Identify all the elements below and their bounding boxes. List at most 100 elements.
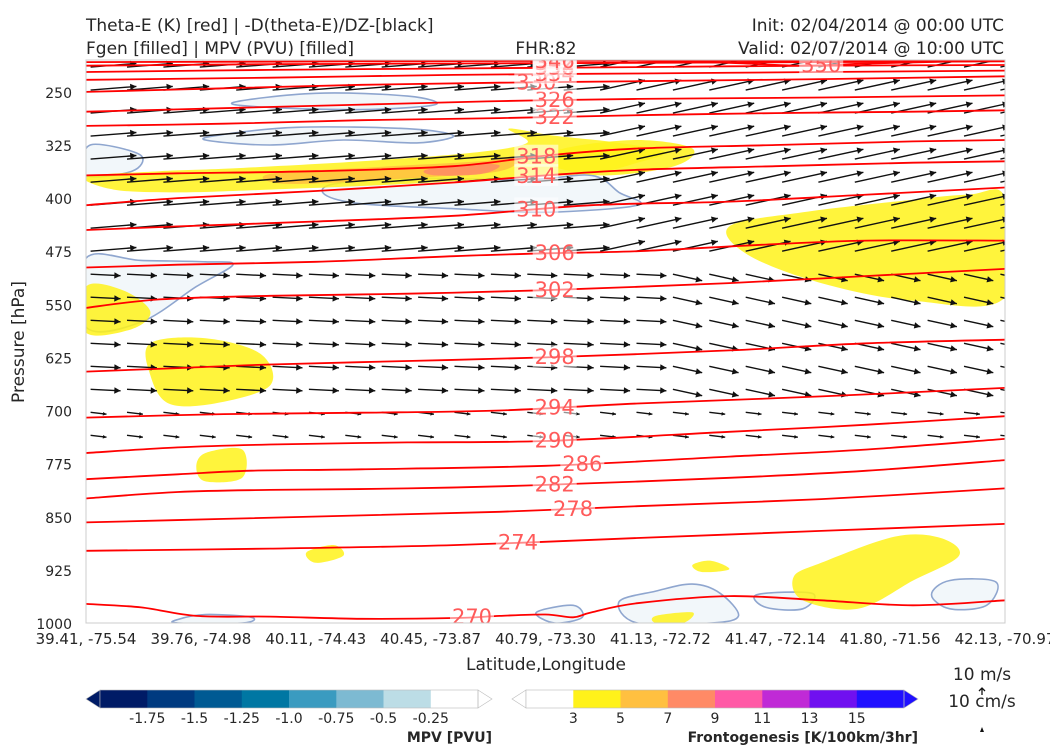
mpv-region bbox=[535, 604, 584, 623]
contour-label-bg bbox=[514, 197, 559, 220]
colorbar-tick-label: 11 bbox=[753, 711, 771, 727]
wind-vector bbox=[672, 434, 689, 439]
wind-vector bbox=[818, 170, 864, 183]
wind-vector bbox=[90, 295, 121, 302]
contour-label: 270 bbox=[452, 605, 492, 629]
wind-vector bbox=[308, 152, 355, 160]
x-tick-label: 41.13, -72.72 bbox=[610, 630, 711, 648]
wind-vector bbox=[308, 221, 355, 229]
colorbar-swatch bbox=[430, 690, 479, 708]
wind-vector bbox=[709, 170, 755, 183]
wind-vector bbox=[345, 434, 362, 439]
wind-vector bbox=[454, 411, 471, 416]
contour-label: 310 bbox=[516, 197, 556, 221]
wind-vector bbox=[854, 434, 871, 439]
wind-vector bbox=[927, 273, 958, 283]
wind-vector bbox=[345, 221, 392, 229]
colorbar-tick-label: 3 bbox=[569, 711, 578, 727]
contour-label-bg bbox=[532, 60, 577, 71]
wind-vector bbox=[563, 272, 594, 279]
wind-vector bbox=[345, 295, 376, 302]
wind-vector bbox=[963, 147, 1005, 160]
colorbar-swatch bbox=[100, 690, 148, 708]
theta-e-contour bbox=[86, 387, 1005, 419]
wind-vector bbox=[1000, 88, 1005, 91]
y-axis-label: Pressure [hPa] bbox=[9, 281, 29, 403]
wind-vector bbox=[600, 387, 631, 394]
wind-vector bbox=[126, 272, 157, 279]
wind-vector bbox=[963, 193, 1005, 206]
wind-vector bbox=[600, 341, 631, 348]
colorbar-swatch bbox=[526, 690, 574, 708]
init-time: Init: 02/04/2014 @ 00:00 UTC bbox=[752, 16, 1004, 36]
mpv-region bbox=[617, 583, 740, 623]
wind-vector bbox=[381, 434, 398, 439]
wind-vector bbox=[236, 175, 283, 183]
wind-vector bbox=[1000, 180, 1005, 183]
wind-vector bbox=[709, 296, 739, 306]
wind-vector bbox=[782, 411, 798, 416]
wind-vector bbox=[418, 272, 449, 279]
vector-key: 10 m/s 10 cm/s bbox=[948, 665, 1016, 732]
y-tick-label: 550 bbox=[45, 298, 72, 314]
wind-vector bbox=[308, 364, 339, 371]
contour-label: 278 bbox=[553, 497, 593, 521]
theta-e-contour bbox=[86, 94, 1005, 113]
wind-vector bbox=[927, 147, 973, 160]
wind-vector bbox=[345, 175, 392, 183]
colorbar-swatch bbox=[620, 690, 669, 708]
wind-vector bbox=[927, 124, 973, 137]
wind-vector bbox=[599, 239, 646, 252]
wind-vector bbox=[308, 272, 339, 279]
wind-vector bbox=[90, 175, 137, 183]
contour-label-bg bbox=[514, 144, 559, 167]
wind-vector bbox=[163, 244, 210, 252]
wind-vector bbox=[345, 364, 376, 371]
contour-label-bg bbox=[799, 60, 844, 76]
wind-vector bbox=[599, 170, 646, 183]
colorbar-swatch bbox=[573, 690, 622, 708]
wind-vector bbox=[781, 170, 828, 183]
wind-vector bbox=[963, 342, 994, 352]
y-tick-label: 400 bbox=[45, 192, 72, 208]
wind-vector bbox=[600, 295, 631, 302]
wind-vector bbox=[527, 221, 574, 229]
x-tick-label: 40.45, -73.87 bbox=[380, 630, 481, 648]
vector-key-horizontal-label: 10 m/s bbox=[953, 665, 1011, 685]
wind-vector bbox=[454, 221, 501, 229]
wind-vector bbox=[199, 434, 216, 439]
wind-vector bbox=[891, 434, 908, 439]
wind-vector bbox=[454, 341, 485, 348]
wind-vector bbox=[672, 388, 703, 398]
wind-vector bbox=[454, 272, 485, 279]
wind-vector bbox=[454, 106, 501, 114]
wind-vector bbox=[490, 387, 521, 394]
x-tick-label: 40.11, -74.43 bbox=[265, 630, 366, 648]
contour-label-bg bbox=[551, 496, 596, 519]
wind-vector bbox=[854, 147, 900, 160]
contour-label: 322 bbox=[535, 105, 575, 129]
wind-vector bbox=[854, 411, 871, 416]
wind-vector bbox=[527, 129, 574, 137]
mpv-region bbox=[202, 126, 455, 146]
wind-vector bbox=[381, 129, 428, 137]
wind-vector bbox=[672, 124, 718, 137]
wind-vector bbox=[1000, 249, 1005, 252]
wind-vector bbox=[709, 434, 726, 439]
x-tick-label: 40.79, -73.30 bbox=[495, 630, 596, 648]
wind-vector bbox=[818, 101, 864, 114]
wind-vector bbox=[345, 129, 392, 137]
contour-label-bg bbox=[532, 104, 577, 127]
wind-vector bbox=[272, 129, 319, 137]
wind-vector bbox=[199, 129, 246, 137]
wind-vector bbox=[854, 365, 885, 375]
wind-vector bbox=[672, 101, 718, 114]
wind-vector bbox=[1000, 134, 1005, 137]
wind-vector bbox=[490, 341, 521, 348]
wind-vector bbox=[163, 129, 210, 137]
theta-e-contour bbox=[86, 415, 1005, 454]
forecast-hour: FHR:82 bbox=[515, 39, 576, 59]
wind-vector bbox=[418, 434, 435, 439]
theta-e-contour bbox=[86, 438, 1005, 481]
wind-vector bbox=[563, 318, 594, 325]
